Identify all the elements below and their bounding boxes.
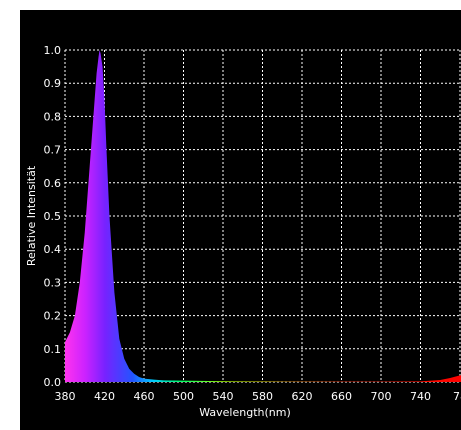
x-tick-label: 700 xyxy=(371,390,392,403)
spectrum-chart: 0.0 0.1 0.2 0.3 0.4 0.5 0.6 0.7 0.8 0.9 1.0 380 420… xyxy=(25,44,461,419)
x-tick-label: 620 xyxy=(292,390,313,403)
y-tick-label: 0.5 xyxy=(44,210,62,223)
y-axis-label: Relative Intensität xyxy=(25,165,38,266)
y-tick-labels: 0.0 0.1 0.2 0.3 0.4 0.5 0.6 0.7 0.8 0.9 1.0 xyxy=(44,44,62,389)
x-tick-label: 420 xyxy=(94,390,115,403)
x-tick-label: 460 xyxy=(134,390,155,403)
x-tick-label: 740 xyxy=(410,390,431,403)
y-tick-label: 0.6 xyxy=(44,177,62,190)
x-tick-labels: 380 420 460 500 540 580 620 660 700 740 78 xyxy=(55,390,461,403)
y-tick-label: 0.1 xyxy=(44,343,62,356)
x-tick-label: 580 xyxy=(252,390,273,403)
x-tick-label: 540 xyxy=(213,390,234,403)
x-tick-label: 500 xyxy=(173,390,194,403)
x-tick-label: 660 xyxy=(331,390,352,403)
chart-panel: 0.0 0.1 0.2 0.3 0.4 0.5 0.6 0.7 0.8 0.9 1.0 380 420… xyxy=(20,10,461,430)
spectrum-area xyxy=(65,50,461,382)
x-tick-label: 380 xyxy=(55,390,76,403)
y-tick-label: 0.3 xyxy=(44,276,62,289)
y-tick-label: 0.9 xyxy=(44,77,62,90)
y-tick-label: 0.8 xyxy=(44,110,62,123)
x-tick-label: 78 xyxy=(453,390,461,403)
x-axis-label: Wavelength(nm) xyxy=(199,406,291,419)
y-tick-label: 0.2 xyxy=(44,310,62,323)
y-tick-label: 0.4 xyxy=(44,243,62,256)
y-tick-label: 0.0 xyxy=(44,376,62,389)
y-tick-label: 1.0 xyxy=(44,44,62,57)
grid-lines xyxy=(64,49,461,383)
y-tick-label: 0.7 xyxy=(44,144,62,157)
